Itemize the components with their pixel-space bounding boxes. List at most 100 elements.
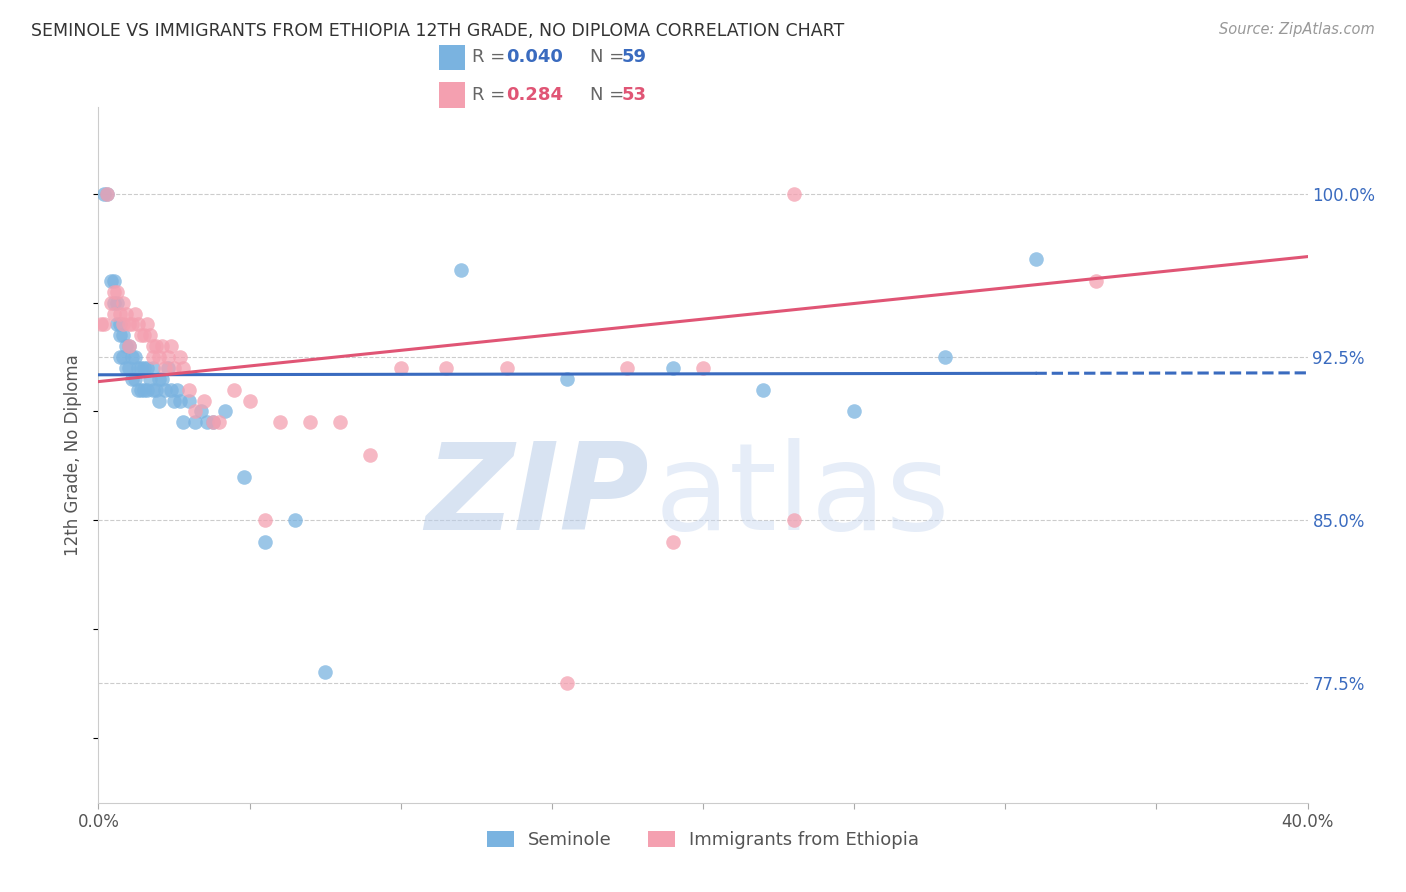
Point [195, 415, 218, 429]
Point [105, 285, 128, 299]
Point [179, 383, 201, 397]
Point [124, 372, 146, 386]
Point [96, 187, 118, 202]
Point [239, 393, 262, 408]
Text: ZIP: ZIP [425, 438, 648, 555]
Text: Source: ZipAtlas.com: Source: ZipAtlas.com [1219, 22, 1375, 37]
Text: SEMINOLE VS IMMIGRANTS FROM ETHIOPIA 12TH GRADE, NO DIPLOMA CORRELATION CHART: SEMINOLE VS IMMIGRANTS FROM ETHIOPIA 12T… [31, 22, 844, 40]
Point [127, 360, 149, 375]
Point [163, 360, 186, 375]
Point [783, 187, 806, 202]
Point [202, 415, 225, 429]
Point [224, 383, 246, 397]
Point [96, 187, 118, 202]
Point [253, 513, 276, 527]
Point [269, 415, 291, 429]
Point [555, 676, 578, 690]
Point [135, 318, 157, 332]
Point [193, 393, 215, 408]
Point [172, 415, 194, 429]
Point [121, 318, 143, 332]
Point [150, 339, 173, 353]
Point [114, 307, 136, 321]
Point [284, 513, 307, 527]
Point [105, 295, 128, 310]
Point [129, 360, 152, 375]
Point [103, 274, 125, 288]
Point [148, 372, 170, 386]
Point [389, 360, 412, 375]
Point [172, 360, 194, 375]
Point [153, 383, 176, 397]
Point [132, 360, 155, 375]
Point [132, 328, 155, 343]
Point [434, 360, 457, 375]
Point [100, 274, 122, 288]
Point [184, 404, 207, 418]
Point [118, 318, 141, 332]
Point [214, 404, 236, 418]
Point [190, 404, 212, 418]
Legend: Seminole, Immigrants from Ethiopia: Seminole, Immigrants from Ethiopia [479, 823, 927, 856]
Text: 0.040: 0.040 [506, 48, 564, 66]
Point [160, 339, 183, 353]
Point [202, 415, 225, 429]
Point [105, 318, 128, 332]
Point [145, 339, 167, 353]
Point [118, 360, 141, 375]
Point [103, 285, 125, 299]
Point [153, 360, 176, 375]
Bar [439, 82, 465, 108]
Point [111, 350, 134, 364]
Point [450, 263, 472, 277]
Point [121, 372, 143, 386]
Point [156, 360, 179, 375]
Text: 53: 53 [621, 86, 647, 103]
Point [111, 318, 134, 332]
Point [127, 318, 149, 332]
Point [555, 372, 578, 386]
Point [127, 383, 149, 397]
Point [124, 350, 146, 364]
Point [90, 318, 112, 332]
Point [360, 448, 382, 462]
Point [156, 350, 179, 364]
Point [1024, 252, 1046, 267]
Point [93, 187, 115, 202]
Point [142, 339, 165, 353]
Text: 0.284: 0.284 [506, 86, 564, 103]
Point [145, 383, 167, 397]
Point [184, 415, 207, 429]
Point [135, 383, 157, 397]
Point [114, 360, 136, 375]
Point [108, 328, 131, 343]
Point [163, 393, 186, 408]
Point [129, 328, 152, 343]
Point [124, 307, 146, 321]
Text: 59: 59 [621, 48, 647, 66]
Bar [439, 45, 465, 70]
Text: N =: N = [591, 48, 630, 66]
Point [150, 372, 173, 386]
Point [299, 415, 322, 429]
Point [616, 360, 638, 375]
Point [142, 383, 165, 397]
Point [114, 339, 136, 353]
Point [166, 383, 188, 397]
Point [111, 328, 134, 343]
Point [329, 415, 352, 429]
Point [934, 350, 956, 364]
Point [121, 350, 143, 364]
Point [100, 295, 122, 310]
Point [1085, 274, 1108, 288]
Point [93, 318, 115, 332]
Point [148, 350, 170, 364]
Point [148, 393, 170, 408]
Point [139, 372, 162, 386]
Point [108, 350, 131, 364]
Point [232, 469, 254, 483]
Point [253, 535, 276, 549]
Point [844, 404, 866, 418]
Point [160, 383, 183, 397]
Point [132, 383, 155, 397]
